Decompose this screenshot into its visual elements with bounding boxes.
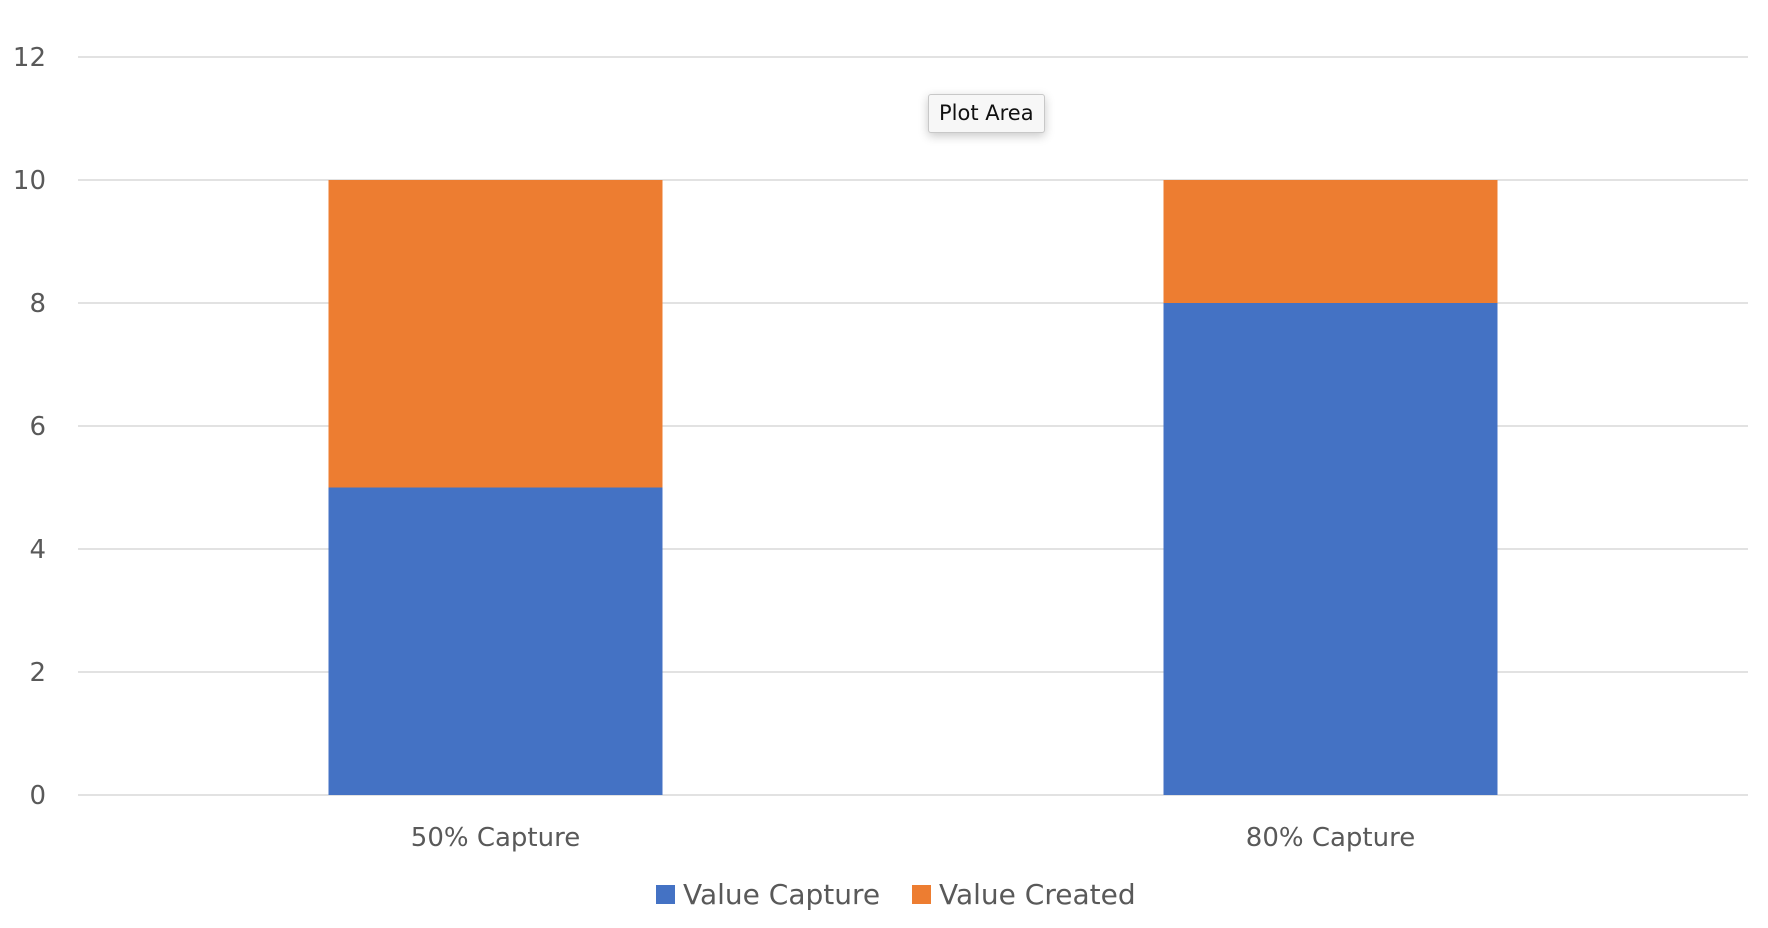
y-tick-label: 10 xyxy=(13,166,46,196)
bar-value-created-1[interactable] xyxy=(1163,180,1498,303)
bars xyxy=(328,180,1498,796)
y-tick-label: 0 xyxy=(29,781,46,811)
y-tick-label: 4 xyxy=(29,535,46,565)
y-axis-tick-labels: 0 2 4 6 8 10 12 xyxy=(13,43,46,811)
legend-label-value-created: Value Created xyxy=(939,878,1136,911)
y-tick-label: 6 xyxy=(29,412,46,442)
bar-value-capture-1[interactable] xyxy=(1163,303,1498,795)
y-tick-label: 12 xyxy=(13,43,46,73)
x-category-label: 80% Capture xyxy=(1246,823,1415,853)
plot-area-tooltip: Plot Area xyxy=(928,94,1045,133)
legend-swatch-value-created xyxy=(912,885,931,904)
bar-value-capture-0[interactable] xyxy=(328,487,663,796)
legend-swatch-value-capture xyxy=(656,885,675,904)
y-tick-label: 8 xyxy=(29,289,46,319)
y-tick-label: 2 xyxy=(29,658,46,688)
legend: Value Capture Value Created xyxy=(656,878,1136,911)
x-category-label: 50% Capture xyxy=(411,823,580,853)
x-axis-category-labels: 50% Capture 80% Capture xyxy=(411,823,1415,853)
bar-value-created-0[interactable] xyxy=(328,180,663,488)
legend-label-value-capture: Value Capture xyxy=(683,878,880,911)
